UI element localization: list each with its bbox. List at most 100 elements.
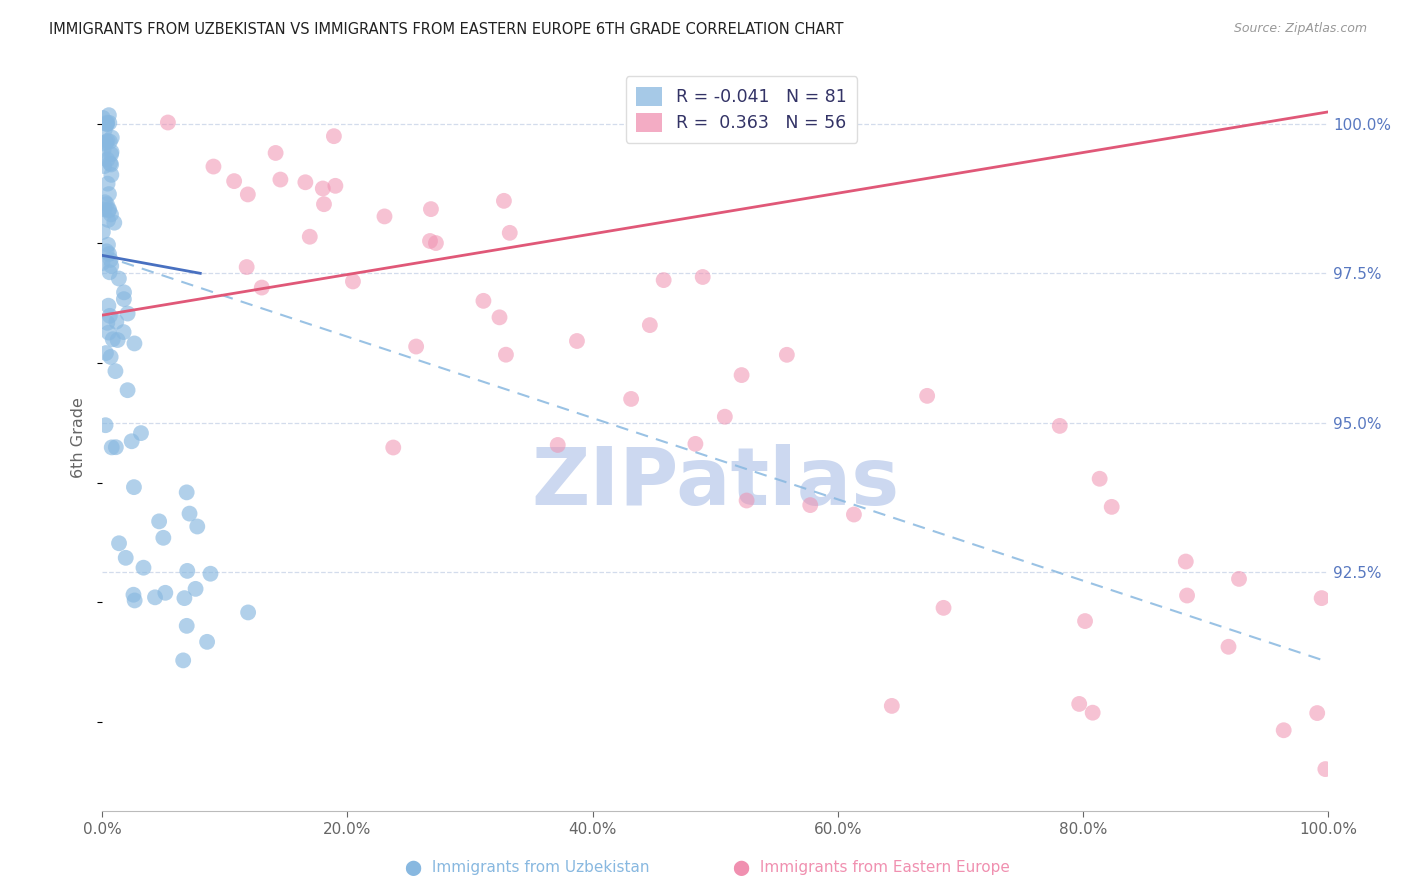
Legend: R = -0.041   N = 81, R =  0.363   N = 56: R = -0.041 N = 81, R = 0.363 N = 56 [626, 77, 858, 143]
Point [94, 418, 117, 433]
Point [322, 129, 344, 144]
Point [419, 234, 441, 248]
Point [880, 698, 903, 713]
Point [236, 606, 259, 620]
Point [155, 586, 177, 600]
Point [236, 187, 259, 202]
Point [298, 229, 321, 244]
Point [101, 332, 124, 346]
Point [100, 168, 122, 182]
Point [620, 392, 643, 406]
Point [325, 178, 347, 193]
Point [100, 147, 122, 161]
Point [104, 440, 127, 454]
Point [195, 635, 218, 649]
Point [342, 275, 364, 289]
Point [97, 237, 120, 252]
Point [98, 265, 121, 279]
Point [776, 348, 799, 362]
Point [91, 256, 114, 270]
Point [405, 339, 427, 353]
Y-axis label: 6th Grade: 6th Grade [72, 397, 86, 478]
Point [547, 438, 569, 452]
Point [1218, 640, 1240, 654]
Point [98, 116, 121, 130]
Point [799, 498, 821, 512]
Point [91, 136, 114, 151]
Point [565, 334, 588, 348]
Point [269, 172, 291, 186]
Point [224, 174, 246, 188]
Point [96, 117, 118, 131]
Point [96, 197, 118, 211]
Point [1174, 555, 1197, 569]
Point [932, 600, 955, 615]
Point [488, 310, 510, 325]
Point [842, 508, 865, 522]
Point [156, 115, 179, 129]
Text: ZIPatlas: ZIPatlas [531, 443, 900, 522]
Point [915, 389, 938, 403]
Point [93, 144, 115, 158]
Point [117, 307, 139, 321]
Point [129, 426, 152, 441]
Point [235, 260, 257, 274]
Point [1049, 418, 1071, 433]
Point [122, 588, 145, 602]
Point [186, 519, 208, 533]
Point [1315, 762, 1337, 776]
Point [107, 333, 129, 347]
Point [1227, 572, 1250, 586]
Point [100, 252, 122, 267]
Point [114, 550, 136, 565]
Point [202, 160, 225, 174]
Point [1272, 723, 1295, 738]
Point [101, 130, 124, 145]
Point [96, 117, 118, 131]
Point [1101, 500, 1123, 514]
Point [176, 485, 198, 500]
Point [97, 299, 120, 313]
Point [124, 336, 146, 351]
Point [179, 507, 201, 521]
Point [122, 480, 145, 494]
Point [714, 409, 737, 424]
Text: ⬤  Immigrants from Eastern Europe: ⬤ Immigrants from Eastern Europe [734, 860, 1010, 876]
Point [652, 273, 675, 287]
Point [1088, 472, 1111, 486]
Point [250, 280, 273, 294]
Point [108, 271, 131, 285]
Point [93, 202, 115, 217]
Text: IMMIGRANTS FROM UZBEKISTAN VS IMMIGRANTS FROM EASTERN EUROPE 6TH GRADE CORRELATI: IMMIGRANTS FROM UZBEKISTAN VS IMMIGRANTS… [49, 22, 844, 37]
Point [1175, 589, 1198, 603]
Point [97, 213, 120, 227]
Point [94, 136, 117, 150]
Point [638, 318, 661, 332]
Point [91, 225, 114, 239]
Text: ⬤  Immigrants from Uzbekistan: ⬤ Immigrants from Uzbekistan [405, 860, 650, 876]
Point [96, 134, 118, 148]
Point [94, 346, 117, 360]
Point [98, 309, 121, 323]
Point [100, 350, 122, 364]
Point [1081, 706, 1104, 720]
Point [96, 316, 118, 330]
Point [100, 259, 122, 273]
Point [173, 591, 195, 606]
Point [98, 202, 121, 217]
Point [96, 244, 118, 259]
Point [152, 531, 174, 545]
Point [112, 285, 135, 300]
Point [103, 216, 125, 230]
Point [730, 368, 752, 383]
Point [1069, 697, 1091, 711]
Point [1310, 591, 1333, 606]
Point [264, 145, 287, 160]
Point [312, 197, 335, 211]
Point [172, 653, 194, 667]
Point [124, 593, 146, 607]
Point [104, 364, 127, 378]
Point [97, 108, 120, 122]
Point [685, 437, 707, 451]
Point [499, 226, 522, 240]
